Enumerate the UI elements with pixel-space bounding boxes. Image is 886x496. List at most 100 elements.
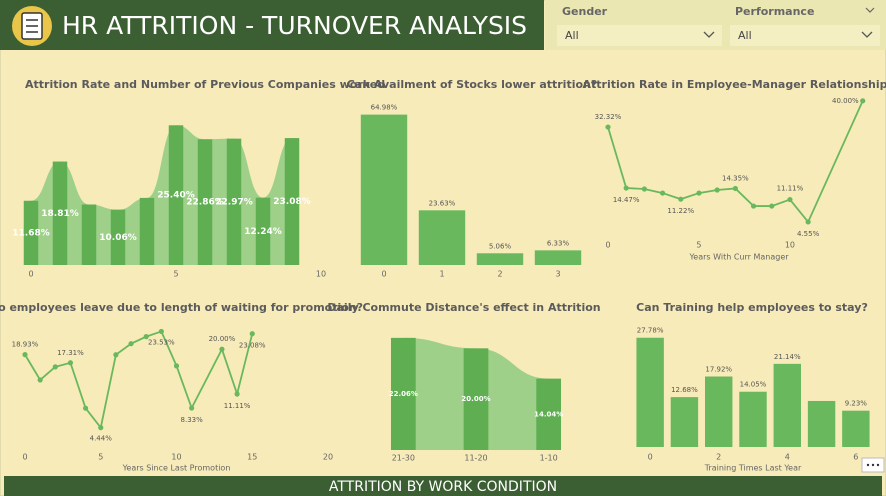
x-tick-label: 10 bbox=[785, 241, 795, 250]
point bbox=[750, 203, 757, 209]
point bbox=[67, 360, 74, 366]
x-tick-label: 0 bbox=[381, 270, 386, 279]
bar bbox=[476, 253, 524, 265]
bar bbox=[534, 250, 582, 265]
slicer-value[interactable]: All bbox=[738, 29, 752, 42]
point bbox=[787, 196, 793, 203]
x-tick-label: 20 bbox=[323, 453, 333, 462]
point bbox=[128, 341, 134, 347]
data-label: 32.32% bbox=[595, 113, 622, 121]
x-axis-label: Years Since Last Promotion bbox=[122, 464, 231, 473]
point bbox=[641, 186, 647, 192]
x-tick-label: 0 bbox=[28, 270, 33, 279]
point bbox=[623, 185, 629, 191]
chart-title: Daily Commute Distance's effect in Attri… bbox=[327, 301, 600, 314]
point bbox=[860, 98, 866, 104]
x-tick-label: 10 bbox=[171, 453, 181, 462]
point bbox=[605, 124, 611, 130]
slicer-dropdown[interactable] bbox=[730, 25, 880, 46]
data-label: 14.35% bbox=[722, 174, 749, 182]
data-label: 5.06% bbox=[489, 242, 512, 250]
chart-title: Do employees leave due to length of wait… bbox=[0, 301, 363, 314]
ribbon-bar bbox=[23, 200, 39, 265]
data-label: 11.11% bbox=[777, 185, 804, 193]
x-tick-label: 5 bbox=[696, 241, 701, 250]
ribbon-bar bbox=[139, 197, 155, 265]
data-label: 40.00% bbox=[832, 97, 859, 105]
ribbon-bar bbox=[197, 139, 213, 265]
x-tick-label: 1-10 bbox=[540, 454, 558, 463]
point bbox=[173, 363, 180, 369]
x-tick-label: 5 bbox=[173, 270, 178, 279]
ribbon-bar bbox=[536, 378, 562, 450]
data-label: 22.97% bbox=[215, 197, 253, 207]
data-label: 8.33% bbox=[181, 416, 204, 424]
data-label: 14.04% bbox=[534, 410, 563, 418]
x-tick-label: 10 bbox=[316, 270, 326, 279]
header-title: HR ATTRITION - TURNOVER ANALYSIS bbox=[62, 11, 527, 40]
point bbox=[98, 425, 104, 431]
bar bbox=[773, 363, 801, 447]
point bbox=[219, 346, 225, 352]
x-tick-label: 1 bbox=[439, 270, 444, 279]
bar bbox=[842, 410, 870, 447]
point bbox=[52, 364, 58, 370]
data-label: 20.00% bbox=[461, 395, 490, 403]
ribbon-bar bbox=[284, 138, 300, 265]
point bbox=[189, 405, 195, 411]
x-tick-label: 15 bbox=[247, 453, 257, 462]
data-label: 4.44% bbox=[90, 435, 113, 443]
data-label: 10.06% bbox=[99, 233, 137, 243]
ribbon-bar bbox=[81, 204, 97, 265]
chart-title: Attrition Rate and Number of Previous Co… bbox=[25, 78, 385, 91]
data-label: 20.00% bbox=[209, 335, 236, 343]
chart-title: Can Training help employees to stay? bbox=[636, 301, 868, 314]
data-label: 9.23% bbox=[845, 400, 868, 408]
panel-collapse[interactable] bbox=[865, 7, 875, 13]
x-tick-label: 4 bbox=[785, 453, 790, 462]
point bbox=[83, 405, 89, 411]
x-tick-label: 2 bbox=[716, 453, 721, 462]
slicer-value[interactable]: All bbox=[565, 29, 579, 42]
data-label: 14.05% bbox=[740, 381, 767, 389]
data-label: 23.08% bbox=[239, 342, 266, 350]
bar bbox=[636, 337, 664, 447]
point bbox=[158, 328, 164, 335]
footer-bar bbox=[4, 476, 882, 496]
data-label: 25.40% bbox=[157, 191, 195, 201]
x-tick-label: 6 bbox=[853, 453, 858, 462]
x-tick-label: 0 bbox=[648, 453, 653, 462]
ribbon-bar bbox=[168, 125, 184, 265]
x-tick-label: 5 bbox=[98, 453, 103, 462]
x-tick-label: 2 bbox=[497, 270, 502, 279]
point bbox=[732, 185, 738, 192]
data-label: 11.22% bbox=[667, 207, 694, 215]
point bbox=[714, 187, 720, 193]
data-label: 4.55% bbox=[797, 230, 820, 238]
point bbox=[37, 377, 43, 383]
data-label: 17.92% bbox=[705, 366, 732, 374]
data-label: 23.08% bbox=[273, 197, 311, 207]
point bbox=[696, 190, 702, 196]
slicer-dropdown[interactable] bbox=[557, 25, 722, 46]
x-axis-label: Training Times Last Year bbox=[704, 464, 802, 473]
data-label: 23.63% bbox=[429, 199, 456, 207]
dropdown-chevron[interactable] bbox=[861, 31, 873, 38]
data-label: 14.47% bbox=[613, 196, 640, 204]
data-label: 64.98% bbox=[371, 104, 398, 112]
data-label: 12.24% bbox=[244, 227, 282, 237]
point bbox=[143, 334, 149, 340]
ribbon-bar bbox=[255, 197, 271, 265]
point bbox=[113, 352, 119, 358]
bar bbox=[739, 391, 767, 447]
x-tick-label: 0 bbox=[605, 241, 610, 250]
data-label: 27.78% bbox=[637, 327, 664, 335]
data-label: 17.31% bbox=[57, 349, 84, 357]
x-tick-label: 11-20 bbox=[464, 454, 487, 463]
ribbon-bar bbox=[110, 209, 126, 265]
data-label: 18.81% bbox=[41, 209, 79, 219]
dropdown-chevron[interactable] bbox=[703, 31, 715, 38]
bar bbox=[670, 397, 699, 447]
more-options[interactable] bbox=[861, 457, 885, 473]
point bbox=[659, 190, 666, 196]
